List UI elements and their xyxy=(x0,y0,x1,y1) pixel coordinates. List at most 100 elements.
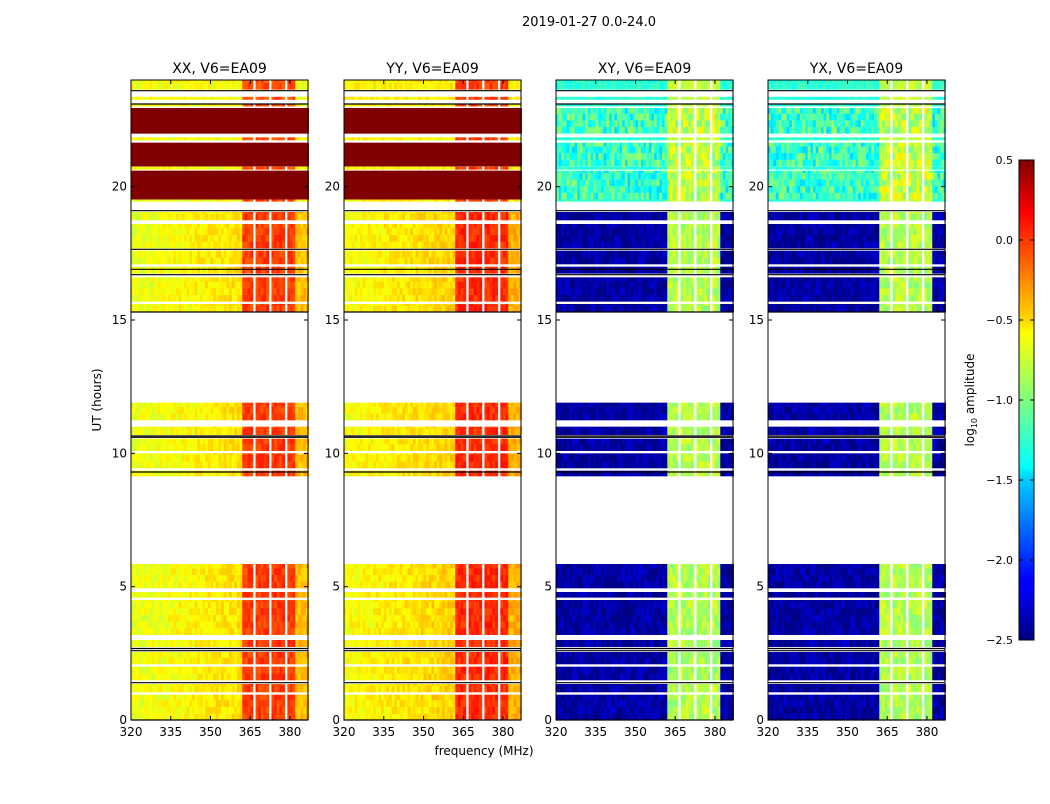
heatmap-cell xyxy=(224,615,227,622)
heatmap-cell xyxy=(165,277,168,281)
heatmap-cell xyxy=(287,257,290,264)
heatmap-cell xyxy=(160,173,163,180)
heatmap-cell xyxy=(158,707,161,714)
heatmap-cell xyxy=(171,305,174,312)
heatmap-cell xyxy=(261,413,264,420)
heatmap-cell xyxy=(165,439,168,445)
heatmap-cell xyxy=(234,159,237,166)
heatmap-cell xyxy=(347,657,350,664)
heatmap-cell xyxy=(179,212,182,214)
heatmap-cell xyxy=(258,288,261,295)
heatmap-cell xyxy=(240,695,243,701)
heatmap-cell xyxy=(218,700,221,707)
heatmap-cell xyxy=(373,707,376,714)
heatmap-cell xyxy=(134,127,137,134)
heatmap-cell xyxy=(250,413,253,420)
heatmap-cell xyxy=(163,167,166,170)
heatmap-cell xyxy=(274,652,277,658)
heatmap-cell xyxy=(256,127,259,134)
heatmap-cell xyxy=(200,640,203,647)
heatmap-cell xyxy=(232,113,235,120)
heatmap-cell xyxy=(155,257,158,264)
heatmap-cell xyxy=(187,407,190,414)
heatmap-cell xyxy=(205,159,208,166)
heatmap-cell xyxy=(242,113,245,120)
heatmap-cell xyxy=(258,621,261,628)
heatmap-cell xyxy=(147,628,150,635)
heatmap-cell xyxy=(240,453,243,455)
heatmap-cell xyxy=(250,295,253,302)
heatmap-cell xyxy=(237,186,240,193)
heatmap-cell xyxy=(200,97,203,100)
heatmap-cell xyxy=(200,684,203,686)
heatmap-cell xyxy=(290,600,293,602)
heatmap-cell xyxy=(232,137,235,140)
heatmap-cell xyxy=(463,695,466,701)
heatmap-cell xyxy=(258,171,261,173)
heatmap-cell xyxy=(371,673,374,680)
heatmap-cell xyxy=(192,461,195,468)
heatmap-cell xyxy=(282,257,285,264)
heatmap-cell xyxy=(418,695,421,701)
heatmap-cell xyxy=(205,146,208,153)
heatmap-cell xyxy=(290,108,293,114)
heatmap-cell xyxy=(474,707,477,714)
heatmap-cell xyxy=(234,304,237,306)
heatmap-cell xyxy=(263,167,266,170)
heatmap-cell xyxy=(298,113,301,120)
heatmap-cell xyxy=(150,615,153,622)
heatmap-cell xyxy=(205,621,208,628)
heatmap-cell xyxy=(500,700,503,707)
heatmap-cell xyxy=(245,127,248,134)
heatmap-cell xyxy=(274,105,277,107)
heatmap-cell xyxy=(142,137,145,140)
heatmap-cell xyxy=(282,628,285,635)
heatmap-cell xyxy=(221,608,224,615)
heatmap-cell xyxy=(423,667,426,674)
heatmap-cell xyxy=(179,444,182,451)
heatmap-cell xyxy=(258,673,261,680)
heatmap-cell xyxy=(139,413,142,420)
heatmap-cell xyxy=(293,120,296,127)
heatmap-cell xyxy=(150,640,153,647)
heatmap-cell xyxy=(271,621,274,628)
heatmap-cell xyxy=(163,146,166,153)
heatmap-cell xyxy=(221,657,224,664)
heatmap-cell xyxy=(181,628,184,635)
heatmap-cell xyxy=(226,713,229,720)
heatmap-cell xyxy=(184,257,187,264)
heatmap-cell xyxy=(147,695,150,701)
heatmap-cell xyxy=(152,241,155,248)
heatmap-cell xyxy=(168,277,171,281)
heatmap-cell xyxy=(237,213,240,220)
heatmap-cell xyxy=(237,581,240,588)
heatmap-cell xyxy=(134,199,137,201)
heatmap-cell xyxy=(484,667,487,674)
heatmap-cell xyxy=(152,281,155,288)
heatmap-cell xyxy=(187,592,190,598)
heatmap-cell xyxy=(192,657,195,664)
heatmap-cell xyxy=(371,707,374,714)
heatmap-cell xyxy=(221,601,224,608)
heatmap-cell xyxy=(155,575,158,582)
heatmap-cell xyxy=(144,461,147,468)
heatmap-cell xyxy=(447,713,450,720)
heatmap-cell xyxy=(136,568,139,575)
heatmap-cell xyxy=(216,212,219,214)
heatmap-cell xyxy=(168,592,171,598)
heatmap-cell xyxy=(271,193,274,200)
heatmap-cell xyxy=(258,257,261,264)
heatmap-cell xyxy=(303,305,306,312)
heatmap-cell xyxy=(266,257,269,264)
heatmap-cell xyxy=(282,267,285,274)
heatmap-cell xyxy=(261,277,264,281)
heatmap-cell xyxy=(181,153,184,160)
heatmap-cell xyxy=(171,146,174,153)
heatmap-cell xyxy=(179,159,182,166)
heatmap-cell xyxy=(134,179,137,186)
heatmap-cell xyxy=(287,695,290,701)
heatmap-cell xyxy=(298,628,301,635)
heatmap-cell xyxy=(450,673,453,680)
heatmap-cell xyxy=(261,173,264,180)
heatmap-cell xyxy=(197,83,200,90)
